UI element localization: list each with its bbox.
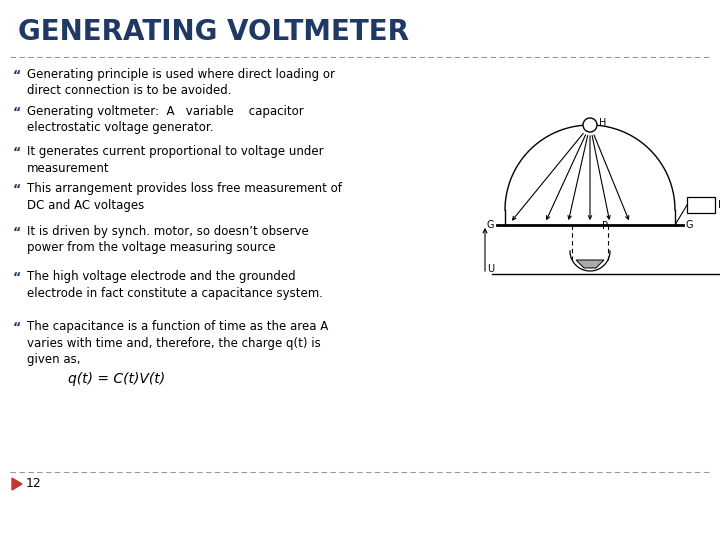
- Text: The high voltage electrode and the grounded
electrode in fact constitute a capac: The high voltage electrode and the groun…: [27, 270, 323, 300]
- Text: P: P: [602, 221, 608, 231]
- Text: M: M: [718, 200, 720, 210]
- Text: “: “: [13, 106, 22, 119]
- Text: It is driven by synch. motor, so doesn’t observe
power from the voltage measurin: It is driven by synch. motor, so doesn’t…: [27, 225, 309, 254]
- Text: G: G: [686, 220, 693, 230]
- Text: “: “: [13, 271, 22, 284]
- Text: GENERATING VOLTMETER: GENERATING VOLTMETER: [18, 18, 409, 46]
- Text: “: “: [13, 226, 22, 239]
- Text: Generating principle is used where direct loading or
direct connection is to be : Generating principle is used where direc…: [27, 68, 335, 98]
- Text: H: H: [599, 118, 606, 128]
- Text: 12: 12: [26, 477, 42, 490]
- Text: q(t) = C(t)V(t): q(t) = C(t)V(t): [68, 372, 165, 386]
- Text: “: “: [13, 321, 22, 334]
- Text: U: U: [487, 264, 494, 274]
- Text: G: G: [487, 220, 494, 230]
- Bar: [687, 197, 715, 213]
- Text: Generating voltmeter:  A   variable    capacitor
electrostatic voltage generator: Generating voltmeter: A variable capacit…: [27, 105, 304, 134]
- Text: This arrangement provides loss free measurement of
DC and AC voltages: This arrangement provides loss free meas…: [27, 182, 342, 212]
- Text: It generates current proportional to voltage under
measurement: It generates current proportional to vol…: [27, 145, 323, 174]
- Polygon shape: [12, 478, 22, 490]
- Polygon shape: [576, 260, 604, 268]
- Text: The capacitance is a function of time as the area A
varies with time and, theref: The capacitance is a function of time as…: [27, 320, 328, 366]
- Text: “: “: [13, 146, 22, 159]
- Text: “: “: [13, 69, 22, 82]
- Circle shape: [583, 118, 597, 132]
- Text: “: “: [13, 183, 22, 196]
